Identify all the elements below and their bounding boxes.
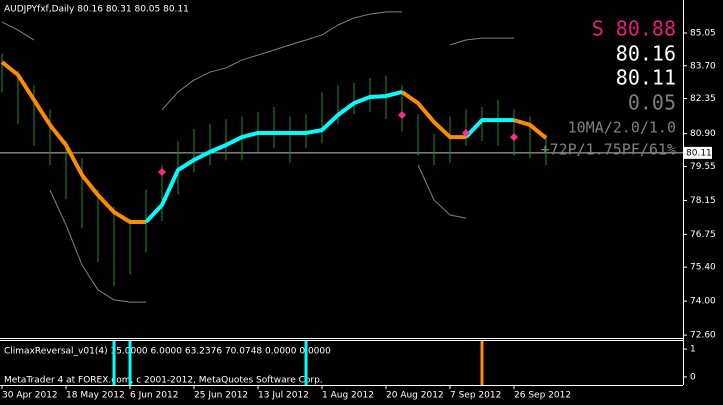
y-tick-label: 75.40 (690, 263, 716, 273)
y-tick-label: 72.60 (690, 331, 716, 341)
footer: MetaTrader 4 at FOREX.com, c 2001-2012, … (4, 376, 323, 386)
indicator-line (1, 21, 35, 41)
chart-title: AUDJPYfxf,Daily 80.16 80.31 80.05 80.11 (4, 5, 189, 15)
indicator-title: ClimaxReversal_v01(4) 15.0000 6.0000 63.… (4, 347, 331, 357)
x-tick-label: 1 Aug 2012 (322, 391, 374, 401)
x-tick-label: 20 Aug 2012 (386, 391, 444, 401)
indicator-line (449, 37, 514, 46)
info-text: 0.05 (628, 91, 676, 115)
x-tick-label: 13 Jul 2012 (258, 391, 309, 401)
signal-marker (158, 168, 166, 177)
y-tick-label: 82.35 (690, 94, 716, 104)
x-tick-label: 25 Jun 2012 (194, 391, 248, 401)
indicator-line (513, 118, 548, 140)
last-price-label: 80.11 (686, 148, 712, 158)
x-tick-label: 26 Sep 2012 (514, 391, 571, 401)
y-tick-label: 0 (690, 372, 696, 382)
indicator-line (400, 90, 466, 140)
histogram-bar (304, 341, 308, 385)
y-tick-label: 76.75 (690, 230, 716, 240)
histogram-bar (128, 341, 132, 385)
signal-marker (510, 133, 518, 142)
x-tick-label: 18 May 2012 (66, 391, 125, 401)
y-tick-label: 80.90 (690, 129, 716, 139)
y-tick-label: 1 (690, 345, 696, 355)
info-text: 80.16 (616, 42, 676, 66)
y-tick-label: 79.55 (690, 162, 716, 172)
y-tick-label: 74.00 (690, 297, 716, 307)
indicator-line (0, 60, 146, 225)
histogram-bar (480, 341, 484, 385)
x-tick-label: 30 Apr 2012 (2, 391, 58, 401)
signal-marker (462, 128, 470, 137)
info-text: S 80.88 (592, 17, 676, 41)
indicator-line (417, 164, 467, 219)
info-text: +72P/1.75PF/61% (541, 141, 676, 159)
y-tick-label: 78.15 (690, 196, 716, 206)
indicator-line (144, 90, 403, 224)
indicator-line (49, 189, 146, 303)
y-tick-label: 85.05 (690, 28, 716, 38)
indicator-line (464, 118, 514, 139)
info-text: 80.11 (616, 66, 676, 90)
x-tick-label: 6 Jun 2012 (130, 391, 178, 401)
signal-marker (398, 111, 406, 120)
last-price-box (684, 146, 712, 159)
histogram-bar (112, 341, 116, 385)
y-tick-label: 83.70 (690, 61, 716, 71)
x-tick-label: 7 Sep 2012 (450, 391, 501, 401)
indicator-line (161, 11, 402, 111)
info-text: 10MA/2.0/1.0 (568, 119, 676, 137)
